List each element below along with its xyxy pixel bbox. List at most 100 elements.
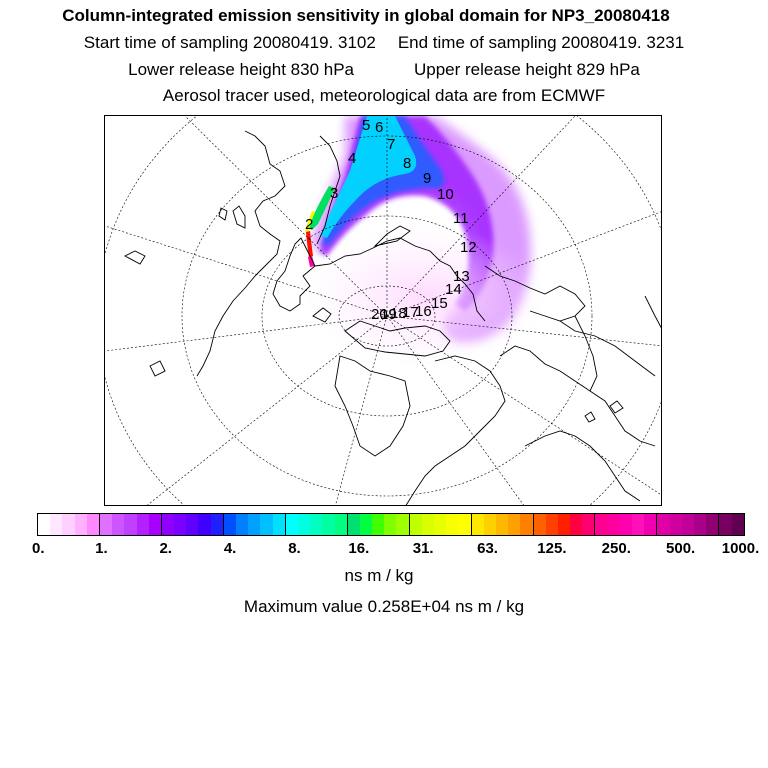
colorbar-segment (607, 514, 620, 535)
coast-europe (196, 130, 286, 377)
colorbar-tick-1: 1. (95, 540, 108, 557)
colorbar-tick-4: 8. (288, 540, 301, 557)
colorbar-segment (434, 514, 447, 535)
colorbar-segment (681, 514, 694, 535)
colorbar-segment (186, 514, 199, 535)
colorbar-segment (112, 514, 125, 535)
map-title: Column-integrated emission sensitivity i… (62, 6, 670, 25)
colorbar-segment (458, 514, 471, 535)
colorbar-segment (520, 514, 533, 535)
maximum-value: Maximum value 0.258E+04 ns m / kg (243, 597, 525, 616)
colorbar-segment (310, 514, 323, 535)
marker-7: 7 (387, 136, 395, 153)
marker-12: 12 (460, 239, 477, 256)
plume-source-pink (308, 256, 315, 267)
colorbar-segment (545, 514, 558, 535)
colorbar-segment (198, 514, 211, 535)
colorbar-segment (532, 514, 546, 535)
colorbar-segment (322, 514, 335, 535)
colorbar-segment (570, 514, 583, 535)
colorbar-segment (236, 514, 249, 535)
colorbar-tick-0: 0. (31, 540, 45, 557)
coast-canada (405, 355, 506, 505)
colorbar-segment (483, 514, 496, 535)
colorbar-segment (632, 514, 645, 535)
colorbar-tick-7: 63. (477, 540, 498, 557)
colorbar-segment (98, 514, 113, 535)
colorbar-segment (508, 514, 521, 535)
plume-yellow (305, 211, 315, 234)
colorbar-segment (272, 514, 285, 535)
coast-russia (314, 237, 486, 322)
colorbar-segment (334, 514, 347, 535)
colorbar (37, 513, 745, 536)
colorbar-tick-6: 31. (412, 540, 434, 557)
colorbar-segment (594, 514, 608, 535)
colorbar-segment (384, 514, 397, 535)
colorbar-tick-5: 16. (348, 540, 370, 557)
sensitivity-plume (305, 116, 545, 366)
upper-release-label: Upper release height 829 hPa (414, 60, 640, 79)
colorbar-segment (372, 514, 385, 535)
marker-3: 3 (330, 185, 338, 202)
coast-svalbard (312, 307, 332, 323)
colorbar-segment (396, 514, 409, 535)
colorbar-segment (174, 514, 187, 535)
colorbar-segment (50, 514, 63, 535)
colorbar-segment (408, 514, 422, 535)
marker-17: 17 (402, 304, 419, 321)
coast-kamchatka (574, 315, 598, 392)
sampling-times: Start time of sampling 20080419. 3102 End… (0, 33, 768, 53)
colorbar-segment (297, 514, 311, 535)
colorbar-segment (446, 514, 459, 535)
coast-asia-north (316, 135, 341, 245)
colorbar-segment (136, 514, 149, 535)
marker-15: 15 (431, 295, 448, 312)
polar-haze (305, 226, 545, 366)
marker-18: 18 (390, 305, 407, 322)
colorbar-segment (284, 514, 298, 535)
colorbar-segment (644, 514, 657, 535)
colorbar-tick-10: 500. (666, 540, 696, 557)
colorbar-segment (706, 514, 719, 535)
colorbar-segment (148, 514, 161, 535)
lower-release-label: Lower release height 830 hPa (128, 60, 354, 79)
colorbar-segment (124, 514, 137, 535)
coast-west-small (124, 250, 166, 377)
coast-alaska (499, 345, 656, 447)
colorbar-segment (160, 514, 175, 535)
colorbar-segment (582, 514, 595, 535)
coastlines (124, 130, 661, 505)
colorbar-segment (495, 514, 509, 535)
colorbar-segment (421, 514, 434, 535)
colorbar-tick-8: 125. (537, 540, 567, 557)
colorbar-segment (731, 514, 744, 535)
colorbar-segment (260, 514, 273, 535)
release-heights: Lower release height 830 hPa Upper releas… (0, 60, 768, 80)
graticule (105, 116, 661, 505)
marker-16: 16 (415, 303, 432, 320)
colorbar-tick-11: 1000. (721, 540, 760, 557)
marker-19: 19 (380, 306, 397, 323)
marker-2: 2 (305, 216, 313, 233)
map-canvas: 2 3 4 5 6 7 8 9 10 11 12 13 14 15 16 17 … (105, 116, 661, 505)
marker-14: 14 (445, 281, 462, 298)
colorbar-segment (693, 514, 707, 535)
colorbar-segment (346, 514, 360, 535)
colorbar-segment (718, 514, 732, 535)
colorbar-segment (669, 514, 682, 535)
sensitivity-map: 2 3 4 5 6 7 8 9 10 11 12 13 14 15 16 17 … (104, 115, 662, 506)
marker-10: 10 (437, 186, 454, 203)
colorbar-segment (359, 514, 373, 535)
colorbar-segment (557, 514, 571, 535)
tracer-info: Aerosol tracer used, meteorological data… (162, 86, 606, 105)
colorbar-segment (222, 514, 236, 535)
marker-11: 11 (453, 210, 469, 227)
colorbar-tick-2: 2. (159, 540, 172, 557)
colorbar-units: ns m / kg (344, 566, 414, 585)
colorbar-tick-3: 4. (223, 540, 237, 557)
colorbar-segment (656, 514, 670, 535)
marker-20: 20 (371, 306, 388, 323)
coast-siberia-east (484, 265, 586, 322)
coast-uk (218, 205, 246, 229)
